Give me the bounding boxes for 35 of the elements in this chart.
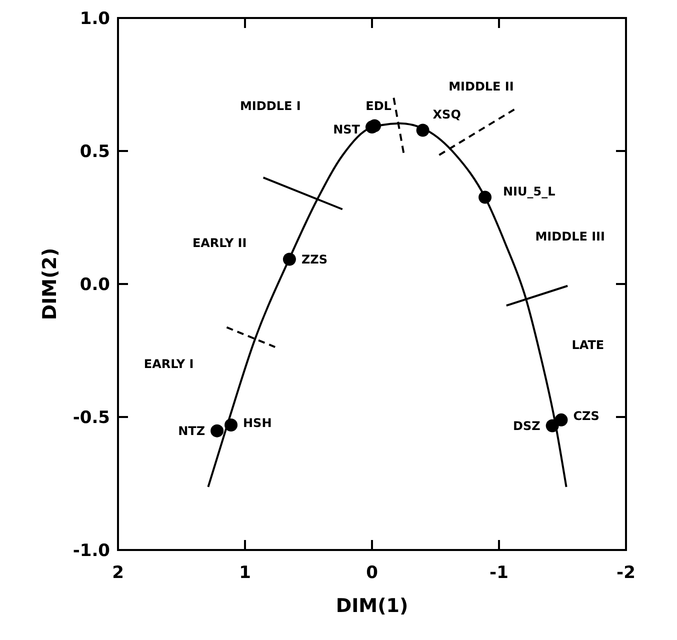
point bbox=[282, 252, 296, 266]
point bbox=[554, 413, 568, 426]
y-tick-label: 0.5 bbox=[80, 142, 110, 162]
y-tick-label: -0.5 bbox=[72, 408, 110, 428]
annotation: XSQ bbox=[432, 107, 461, 122]
point bbox=[546, 419, 559, 432]
annotation: NTZ bbox=[178, 424, 206, 438]
point bbox=[416, 124, 430, 137]
annotation: EARLY II bbox=[192, 236, 247, 250]
x-tick-label: 1 bbox=[239, 563, 251, 583]
annotation: NST bbox=[333, 122, 361, 136]
y-tick-label: 0.0 bbox=[80, 274, 110, 295]
x-tick-label: 0 bbox=[366, 563, 378, 583]
y-tick-label: -1.0 bbox=[72, 540, 110, 561]
annotation: MIDDLE I bbox=[240, 98, 301, 113]
point bbox=[224, 418, 238, 432]
annotation: EARLY I bbox=[144, 357, 194, 371]
annotation: ZZS bbox=[301, 252, 328, 266]
point bbox=[210, 424, 224, 438]
x-tick-label: -1 bbox=[490, 563, 508, 583]
y-tick-label: 1.0 bbox=[80, 8, 110, 29]
point bbox=[368, 119, 382, 132]
annotation: HSH bbox=[243, 416, 272, 430]
annotation: MIDDLE III bbox=[535, 229, 605, 244]
annotation: EDL bbox=[366, 98, 392, 113]
annotation: NIU_5_L bbox=[503, 184, 556, 198]
annotation: LATE bbox=[572, 338, 604, 352]
x-axis-title: DIM(1) bbox=[336, 595, 408, 617]
x-tick-label: 2 bbox=[112, 563, 124, 583]
annotation: MIDDLE II bbox=[448, 79, 514, 94]
x-tick-label: -2 bbox=[616, 563, 636, 583]
annotation: CZS bbox=[573, 409, 600, 424]
annotation: DSZ bbox=[513, 418, 541, 433]
point bbox=[478, 190, 492, 204]
y-axis-title: DIM(2) bbox=[39, 248, 61, 320]
